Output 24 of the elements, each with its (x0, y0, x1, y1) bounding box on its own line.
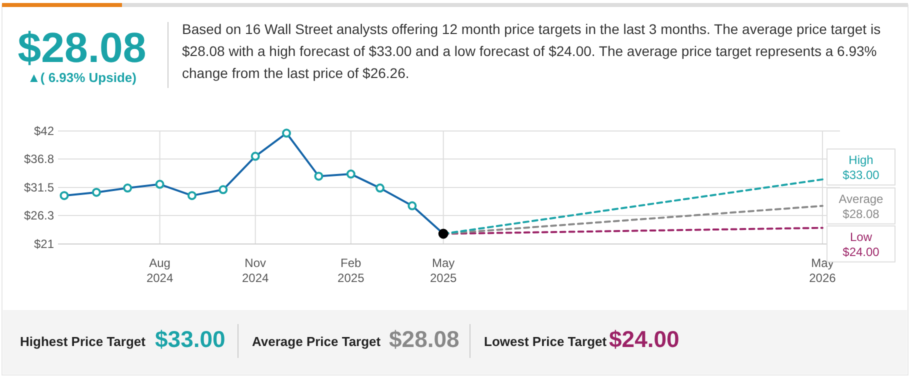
text: $24.00 (609, 326, 680, 352)
y-tick-label: $36.8 (24, 152, 54, 166)
text: Average Price Target (252, 334, 382, 349)
text: Low (850, 230, 872, 244)
y-tick-label: $21 (34, 237, 54, 252)
y-tick-label: $31.5 (24, 180, 54, 195)
data-label: $24.00 (842, 244, 880, 259)
y-tick-label: $42 (34, 124, 54, 138)
text: Highest Price Target (20, 334, 146, 349)
text: Lowest Price Target (484, 334, 608, 349)
chart-title: $28.08 (18, 24, 146, 71)
text: $33.00 (155, 326, 226, 352)
x-tick-label: Aug 2024 (146, 256, 174, 285)
data-label: $33.00 (842, 168, 880, 182)
x-tick-label: Feb 2025 (338, 256, 365, 285)
y-tick-label: $26.3 (24, 208, 54, 223)
series-label: Average (838, 192, 884, 206)
text: Based on 16 Wall Street analysts offering 12 month price targets in the last 3 months. The average price target is $28.08 with a high forecast of $33.00 and a low forecast of $24.00. The average price target represents a 6.93% change from the last price of $26.26. (182, 20, 882, 83)
x-tick-label: May 2025 (430, 256, 458, 285)
text: High (848, 153, 874, 167)
text: $28.08 (389, 326, 460, 352)
x-tick-label: Nov 2024 (242, 256, 270, 285)
chart-subtitle: ▲( 6.93% Upside) (28, 70, 136, 85)
data-label: $28.08 (842, 206, 880, 221)
